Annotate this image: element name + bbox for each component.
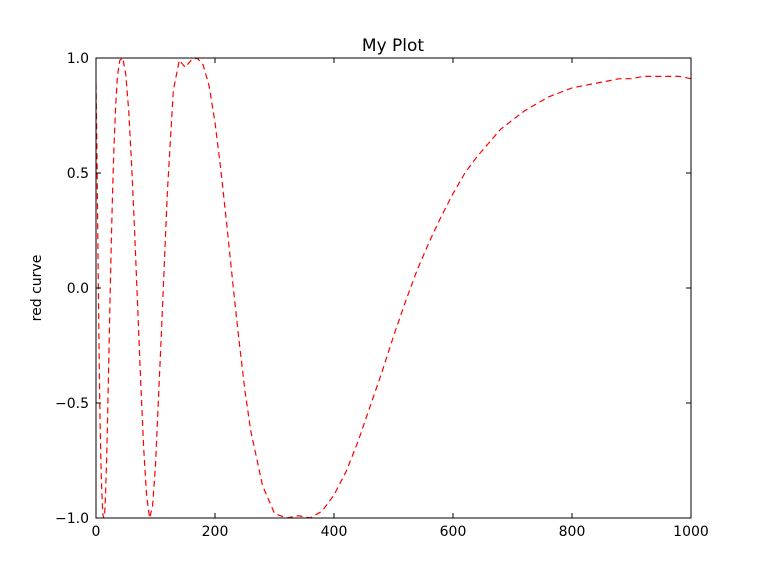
y-axis-label: red curve	[29, 255, 45, 322]
x-tick-label: 400	[321, 524, 348, 540]
x-tick-label: 600	[440, 524, 467, 540]
x-tick-label: 200	[202, 524, 229, 540]
chart-title: My Plot	[362, 36, 425, 56]
x-tick-label: 800	[559, 524, 586, 540]
plot-frame	[95, 57, 692, 519]
series-line-0	[96, 58, 691, 518]
x-tick-label: 1000	[673, 524, 709, 540]
y-tick-label: 1.0	[67, 51, 89, 67]
plot-area	[96, 58, 691, 518]
y-tick-label: −1.0	[55, 511, 89, 527]
y-tick-label: 0.5	[67, 166, 89, 182]
y-tick-label: −0.5	[55, 396, 89, 412]
x-tick-label: 0	[92, 524, 101, 540]
y-tick-label: 0.0	[67, 281, 89, 297]
